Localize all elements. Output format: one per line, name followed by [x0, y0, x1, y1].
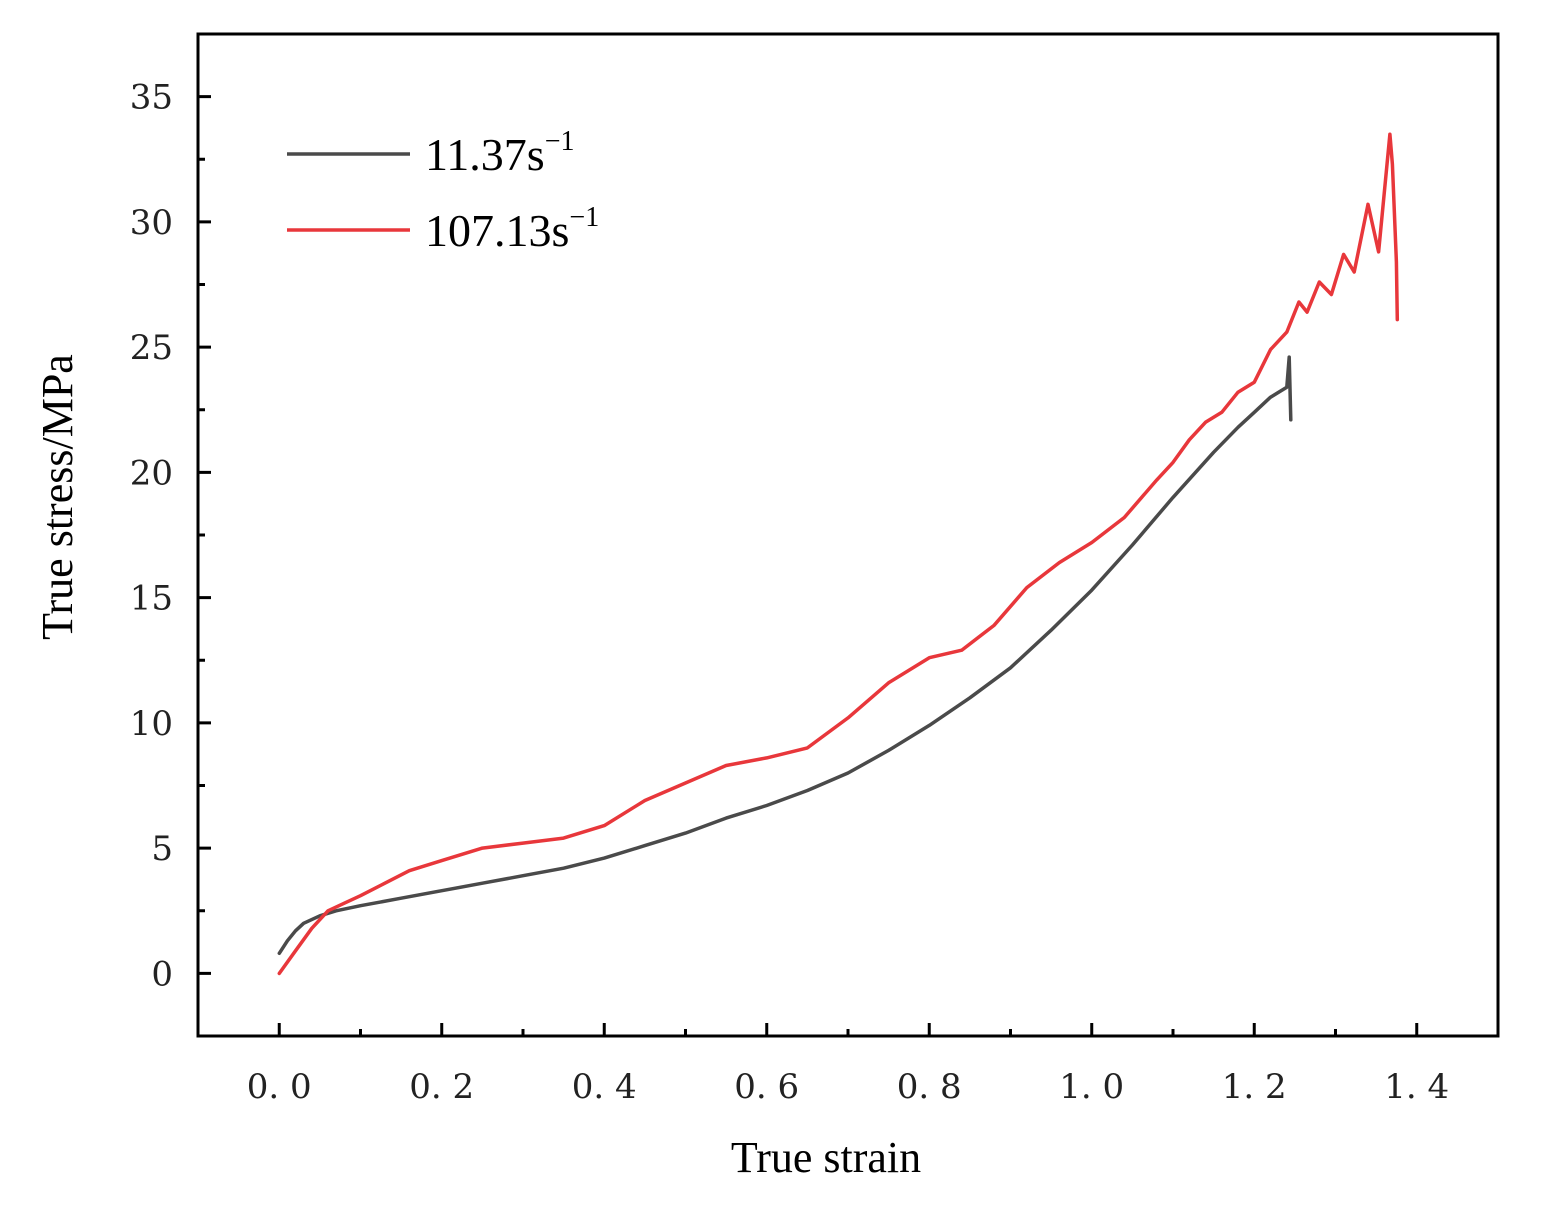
y-tick-label: 30 — [130, 203, 173, 243]
y-tick-label: 0 — [151, 954, 173, 994]
x-tick-label: 1. 0 — [1059, 1067, 1124, 1107]
plot-frame — [196, 32, 1500, 1038]
y-axis-ticks: 0 5 10 15 20 25 30 35 — [130, 78, 211, 1038]
y-tick-label: 15 — [130, 579, 173, 619]
x-tick-label: 0. 0 — [247, 1067, 312, 1107]
y-tick-label: 10 — [130, 704, 173, 744]
y-tick-label: 25 — [130, 328, 173, 368]
legend-label-107.13: 107.13s−1 — [425, 202, 599, 256]
y-tick-label: 5 — [151, 829, 173, 869]
x-axis-title: True strain — [731, 1133, 921, 1182]
x-tick-label: 0. 4 — [572, 1067, 637, 1107]
x-tick-label: 0. 6 — [734, 1067, 799, 1107]
x-axis-ticks: 0. 0 0. 2 0. 4 0. 6 0. 8 1. 0 1. 2 1. 4 — [247, 1023, 1449, 1107]
y-tick-label: 35 — [130, 78, 173, 118]
legend: 11.37s−1 107.13s−1 — [287, 126, 599, 256]
series-line-107.13s — [277, 132, 1400, 976]
series-layer — [277, 132, 1400, 976]
x-tick-label: 0. 8 — [897, 1067, 962, 1107]
y-tick-label: 20 — [130, 453, 173, 493]
x-tick-label: 1. 2 — [1222, 1067, 1287, 1107]
legend-label-11.37: 11.37s−1 — [425, 126, 575, 180]
x-tick-label: 1. 4 — [1384, 1067, 1449, 1107]
y-axis-title: True stress/MPa — [33, 354, 82, 640]
series-line-11.37s — [277, 355, 1293, 956]
x-tick-label: 0. 2 — [409, 1067, 474, 1107]
